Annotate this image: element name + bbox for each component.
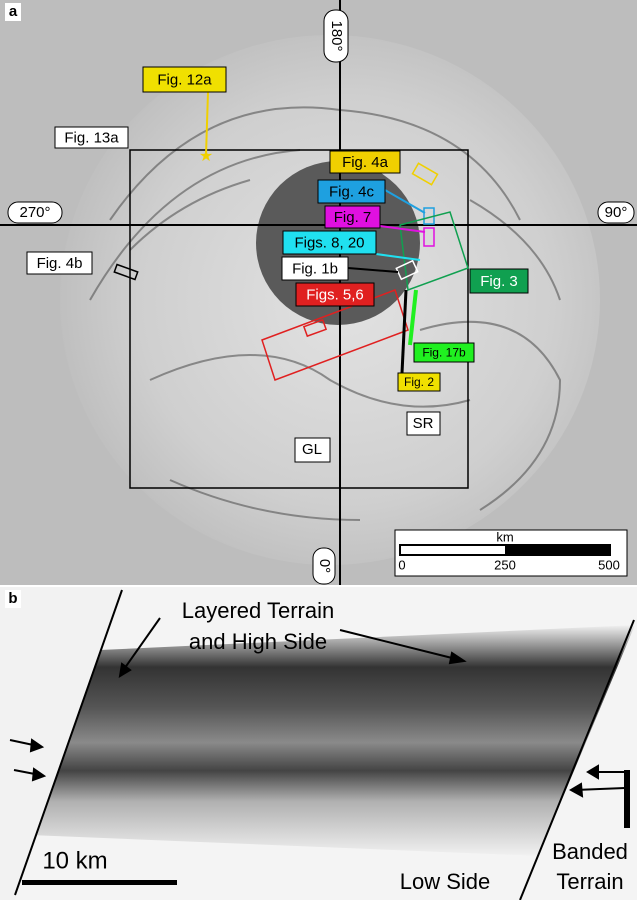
band xyxy=(30,625,637,860)
arrows xyxy=(9,617,630,828)
figure-label-box xyxy=(317,179,386,204)
letter-box xyxy=(5,3,21,21)
fig13a-box xyxy=(129,149,469,489)
figure-label: Fig. 7 xyxy=(334,209,372,226)
annotation: Banded xyxy=(552,839,628,864)
panel-a: ★ a 180° 270° 90° 0° Fig. 12a Fig. 13a Fig… xyxy=(0,0,637,585)
scale-tick: 500 xyxy=(598,557,620,572)
panel-b: b Layered Terrain and High Side Low Side… xyxy=(0,587,637,901)
annotation: Terrain xyxy=(556,869,623,894)
figure-label-box xyxy=(329,150,401,174)
figure-label-box xyxy=(397,372,441,392)
scale-bar xyxy=(22,880,177,885)
region-label: GL xyxy=(302,441,322,458)
lon-label: 0° xyxy=(316,559,333,573)
scale-bar xyxy=(505,545,610,555)
lon-box xyxy=(312,547,336,585)
panel-letter: b xyxy=(8,590,17,607)
image-edge xyxy=(14,589,123,896)
figure-label: Fig. 12a xyxy=(157,71,212,88)
figure-label-box xyxy=(469,268,529,294)
figure-label-box xyxy=(26,251,93,275)
figure-label-box xyxy=(282,230,377,255)
figure-label-box xyxy=(54,126,129,149)
figure-label-box xyxy=(295,282,375,307)
lon-box xyxy=(597,201,635,224)
panel-letter: a xyxy=(9,3,18,20)
lon-box xyxy=(7,201,63,224)
figure-label: Fig. 4a xyxy=(342,154,389,171)
figure-label: Fig. 3 xyxy=(480,273,518,290)
scale-label: 10 km xyxy=(42,847,107,874)
figure-label: Figs. 8, 20 xyxy=(294,234,364,251)
lon-label: 90° xyxy=(605,204,628,221)
annotation: Layered Terrain xyxy=(182,598,334,623)
figure-label-box xyxy=(142,66,227,93)
lon-label: 180° xyxy=(328,20,345,51)
scale-unit: km xyxy=(496,529,513,544)
figure-label-box xyxy=(324,205,381,229)
figure-label-box xyxy=(413,342,475,363)
figure-label: Figs. 5,6 xyxy=(306,286,364,303)
footprints xyxy=(113,162,469,381)
scale-tick: 0 xyxy=(398,557,405,572)
region-box xyxy=(406,411,441,436)
scale-tick: 250 xyxy=(494,557,516,572)
figure-label: Fig. 17b xyxy=(422,346,466,360)
star: ★ xyxy=(199,148,213,165)
annotation: Low Side xyxy=(400,869,491,894)
region-box xyxy=(294,437,331,463)
lon-box xyxy=(323,9,349,63)
figure-label-box xyxy=(281,256,349,281)
annotation: and High Side xyxy=(189,629,327,654)
figure-label: Fig. 13a xyxy=(64,129,119,146)
outside-left xyxy=(0,587,122,900)
figure-label: Fig. 4b xyxy=(37,255,83,272)
figure-label: Fig. 1b xyxy=(292,260,338,277)
letter-box xyxy=(5,590,21,608)
figure-label: Fig. 2 xyxy=(404,375,434,389)
lon-label: 270° xyxy=(19,204,50,221)
region-label: SR xyxy=(413,415,434,432)
image-edge xyxy=(519,619,635,901)
figure-label: Fig. 4c xyxy=(329,183,375,200)
leaders xyxy=(205,91,426,374)
